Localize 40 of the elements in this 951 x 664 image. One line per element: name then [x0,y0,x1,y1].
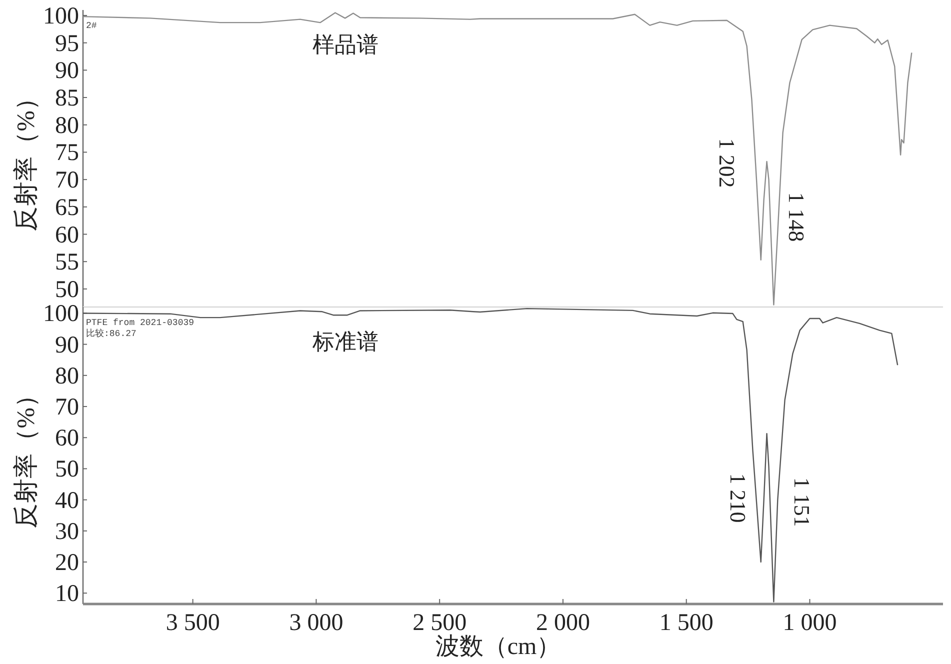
y-tick-label: 50 [55,276,79,303]
annotation: 1 202 [714,138,740,188]
y-tick-label: 100 [43,301,79,328]
y-tick-label: 60 [55,222,79,248]
text: 样品谱 [312,32,378,57]
y-tick-label: 20 [55,550,79,576]
x-tick-label: 1 000 [782,610,837,636]
y-tick-label: 50 [55,456,79,483]
y-tick-label: 100 [43,3,79,30]
x-tick-label: 1 500 [659,610,714,636]
annotation: 1 210 [726,473,751,523]
annotation: 2# [86,21,98,31]
y-tick-label: 40 [55,488,79,514]
y-tick-label: 70 [55,168,79,194]
line-series [83,12,912,306]
y-tick-label: 10 [55,581,79,608]
y-tick-label: 30 [55,518,79,545]
text: 标准谱 [311,329,378,354]
x-tick-label: 3 500 [166,610,220,636]
y-tick-label: 65 [55,194,79,221]
y-tick-label: 95 [55,30,79,57]
y-tick-label: 60 [55,426,79,452]
annotation: 1 148 [784,192,810,242]
y-tick-label: 85 [55,86,79,112]
annotation: PTFE from 2021-03039 [86,318,194,328]
y-tick-label: 90 [55,332,79,358]
y-tick-label: 80 [55,112,79,139]
y-tick-label: 70 [55,394,79,421]
y-tick-label: 90 [55,58,79,84]
x-axis-title: 波数（cm） [435,634,561,660]
y-axis-title: 反射率（%） [12,382,40,528]
x-tick-label: 2 000 [536,610,590,636]
x-tick-label: 3 000 [289,610,344,636]
y-tick-label: 80 [55,363,79,390]
y-axis-title: 反射率（%） [12,86,40,232]
line-series [83,308,898,602]
annotation: 1 151 [789,477,814,527]
annotation: 比较:86.27 [86,328,136,339]
y-tick-label: 55 [55,250,79,276]
y-tick-label: 75 [55,140,79,166]
